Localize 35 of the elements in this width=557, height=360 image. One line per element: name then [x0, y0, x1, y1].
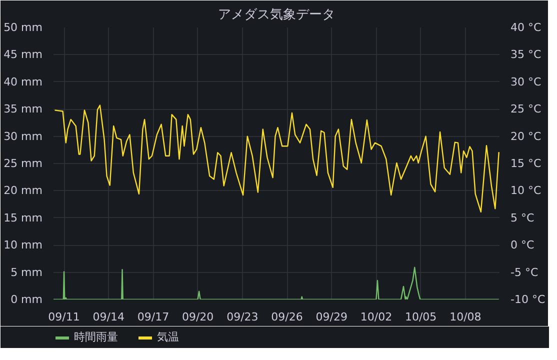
y2-tick-label: -5 °C [510, 266, 538, 279]
x-tick-label: 09/20 [182, 310, 214, 324]
y-tick-label: 25 mm [4, 157, 43, 170]
x-tick-label: 10/05 [404, 310, 437, 324]
x-tick-label: 10/02 [360, 310, 392, 324]
y-tick-label: 0 mm [10, 293, 43, 306]
y2-tick-label: 20 °C [510, 130, 542, 143]
y2-tick-label: -10 °C [510, 293, 546, 306]
x-tick-label: 09/29 [316, 310, 348, 324]
y-tick-label: 5 mm [10, 266, 43, 279]
x-tick-label: 09/14 [92, 310, 124, 324]
y2-tick-label: 5 °C [510, 211, 534, 224]
y-tick-label: 20 mm [4, 184, 43, 198]
y-tick-label: 35 mm [4, 102, 43, 116]
y2-tick-label: 30 °C [510, 75, 542, 88]
y-tick-label: 45 mm [4, 48, 43, 62]
y2-tick-label: 40 °C [510, 21, 542, 34]
y2-tick-label: 15 °C [510, 157, 542, 170]
y-tick-label: 30 mm [4, 130, 43, 143]
y2-tick-label: 0 °C [510, 238, 534, 252]
chart-title: アメダス気象データ [218, 8, 335, 22]
y2-tick-label: 25 °C [510, 102, 542, 116]
y-tick-label: 15 mm [4, 211, 43, 224]
y-tick-label: 10 mm [4, 238, 43, 252]
x-tick-label: 09/11 [48, 310, 80, 324]
legend-label: 気温 [157, 330, 179, 344]
y-tick-label: 50 mm [4, 21, 43, 34]
legend-label: 時間雨量 [74, 330, 118, 344]
x-tick-label: 09/17 [137, 310, 170, 324]
y2-tick-label: 35 °C [510, 48, 542, 62]
y-tick-label: 40 mm [4, 75, 43, 88]
x-tick-label: 09/26 [271, 310, 303, 324]
y2-tick-label: 10 °C [510, 184, 542, 198]
x-tick-label: 09/23 [226, 310, 258, 324]
x-tick-label: 10/08 [450, 310, 482, 324]
